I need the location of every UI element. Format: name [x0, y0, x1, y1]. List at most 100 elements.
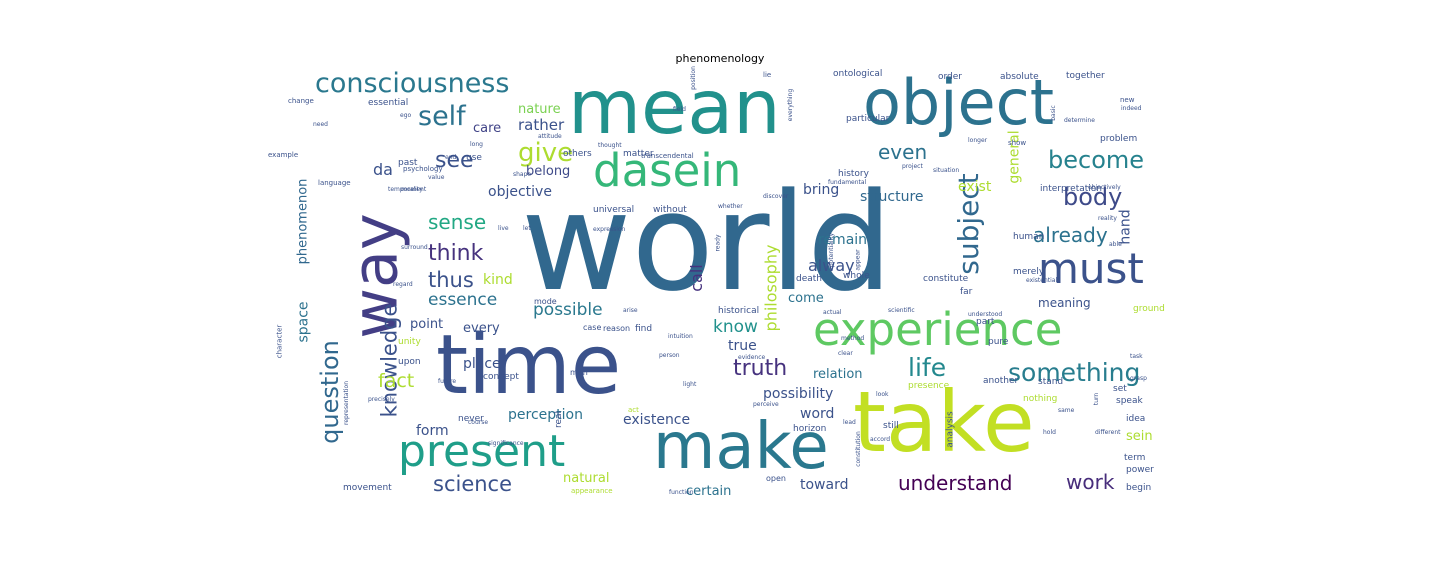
- cloud-word: surround: [401, 244, 428, 251]
- cloud-word: appearance: [571, 487, 613, 495]
- cloud-word: nature: [518, 102, 561, 117]
- cloud-word: case: [583, 323, 602, 332]
- cloud-word: task: [1130, 353, 1143, 360]
- cloud-word: ready: [714, 234, 722, 252]
- cloud-word: word: [800, 406, 835, 422]
- cloud-word: space: [295, 301, 312, 343]
- cloud-word: temporality: [388, 186, 423, 193]
- cloud-word: something: [1008, 358, 1141, 387]
- cloud-word: significance: [488, 440, 524, 447]
- cloud-word: indeed: [1121, 105, 1142, 112]
- cloud-word: dasein: [593, 144, 742, 197]
- cloud-word: relation: [813, 367, 863, 382]
- cloud-word: place: [463, 356, 501, 372]
- cloud-word: language: [318, 179, 351, 187]
- cloud-word: light: [683, 381, 697, 388]
- cloud-word: pure: [988, 337, 1009, 347]
- cloud-word: particular: [846, 114, 890, 124]
- cloud-word: question: [315, 340, 344, 444]
- cloud-word: presence: [908, 381, 950, 391]
- cloud-word: mode: [534, 297, 557, 306]
- cloud-word: open: [766, 474, 786, 483]
- cloud-word: true: [728, 338, 757, 354]
- cloud-word: certain: [686, 484, 732, 499]
- cloud-word: existence: [623, 412, 691, 428]
- cloud-word: historical: [718, 306, 760, 316]
- cloud-word: present: [398, 426, 566, 477]
- cloud-word: history: [838, 169, 869, 179]
- cloud-word: different: [1095, 429, 1121, 436]
- cloud-word: others: [563, 149, 592, 159]
- cloud-word: fact: [378, 370, 415, 392]
- cloud-word: stand: [1038, 377, 1064, 387]
- cloud-word: function: [669, 489, 694, 496]
- cloud-word: reality: [1098, 215, 1117, 222]
- cloud-word: evidence: [738, 354, 766, 361]
- cloud-word: perceive: [753, 401, 779, 408]
- cloud-word: precisely: [368, 396, 395, 403]
- cloud-word: mean: [568, 63, 781, 151]
- cloud-word: whole: [843, 271, 870, 281]
- cloud-word: possibility: [763, 386, 834, 402]
- cloud-word: essence: [428, 290, 498, 310]
- cloud-word: long: [470, 141, 483, 148]
- cloud-word: part: [976, 317, 995, 327]
- cloud-word: far: [960, 287, 973, 297]
- cloud-word: horizon: [793, 424, 827, 434]
- cloud-word: field: [673, 106, 686, 113]
- cloud-word: meaning: [1038, 296, 1091, 310]
- cloud-word: lead: [843, 419, 856, 426]
- cloud-word: longer: [968, 137, 988, 144]
- cloud-word: philosophy: [761, 244, 781, 332]
- cloud-word: representation: [343, 380, 351, 426]
- cloud-word: begin: [1126, 483, 1152, 493]
- cloud-word: attitude: [538, 133, 562, 140]
- cloud-word: upon: [398, 357, 421, 367]
- cloud-word: speak: [1116, 396, 1143, 406]
- cloud-word: turn: [1093, 392, 1101, 406]
- cloud-word: ego: [400, 112, 412, 119]
- cloud-word: end: [445, 154, 457, 161]
- cloud-word: everything: [787, 88, 795, 122]
- cloud-word: da: [373, 160, 393, 179]
- cloud-word: take: [853, 373, 1035, 471]
- cloud-word: same: [1058, 407, 1075, 414]
- cloud-word: absolute: [1000, 72, 1039, 82]
- cloud-word: objectively: [1088, 184, 1121, 191]
- cloud-word: ground: [1133, 304, 1165, 314]
- cloud-word: look: [876, 391, 889, 398]
- cloud-word: come: [788, 291, 824, 306]
- cloud-word: act: [628, 406, 639, 414]
- cloud-word: nothing: [1023, 394, 1058, 404]
- cloud-word: belong: [526, 164, 571, 179]
- cloud-word: science: [433, 472, 513, 496]
- cloud-word: project: [902, 163, 923, 170]
- cloud-word: self: [418, 101, 466, 132]
- cloud-word: grasp: [1130, 375, 1147, 382]
- cloud-word: discover: [763, 193, 789, 200]
- cloud-word: analysis: [945, 411, 956, 448]
- cloud-word: without: [653, 205, 687, 215]
- cloud-word: care: [473, 121, 502, 136]
- cloud-word: transcendental: [641, 152, 694, 160]
- cloud-word: scientific: [888, 307, 915, 314]
- cloud-word: never: [458, 414, 484, 424]
- cloud-word: kind: [483, 272, 513, 288]
- cloud-word: phenomenon: [295, 178, 311, 265]
- cloud-word: set: [1113, 384, 1127, 394]
- cloud-word: person: [659, 352, 680, 359]
- cloud-word: human: [1013, 232, 1045, 242]
- cloud-word: merely: [1013, 267, 1045, 277]
- cloud-word: toward: [800, 477, 849, 493]
- cloud-word: world: [521, 164, 893, 321]
- cloud-word: course: [468, 419, 489, 426]
- cloud-word: method: [841, 335, 865, 342]
- cloud-word: hold: [1043, 429, 1056, 436]
- cloud-word: see: [435, 148, 474, 173]
- cloud-word: basic: [1049, 105, 1057, 121]
- cloud-word: value: [428, 174, 445, 181]
- cloud-word: structure: [860, 189, 924, 205]
- cloud-word: situation: [933, 167, 960, 174]
- cloud-word: exist: [958, 179, 992, 195]
- cloud-word: body: [1063, 183, 1123, 211]
